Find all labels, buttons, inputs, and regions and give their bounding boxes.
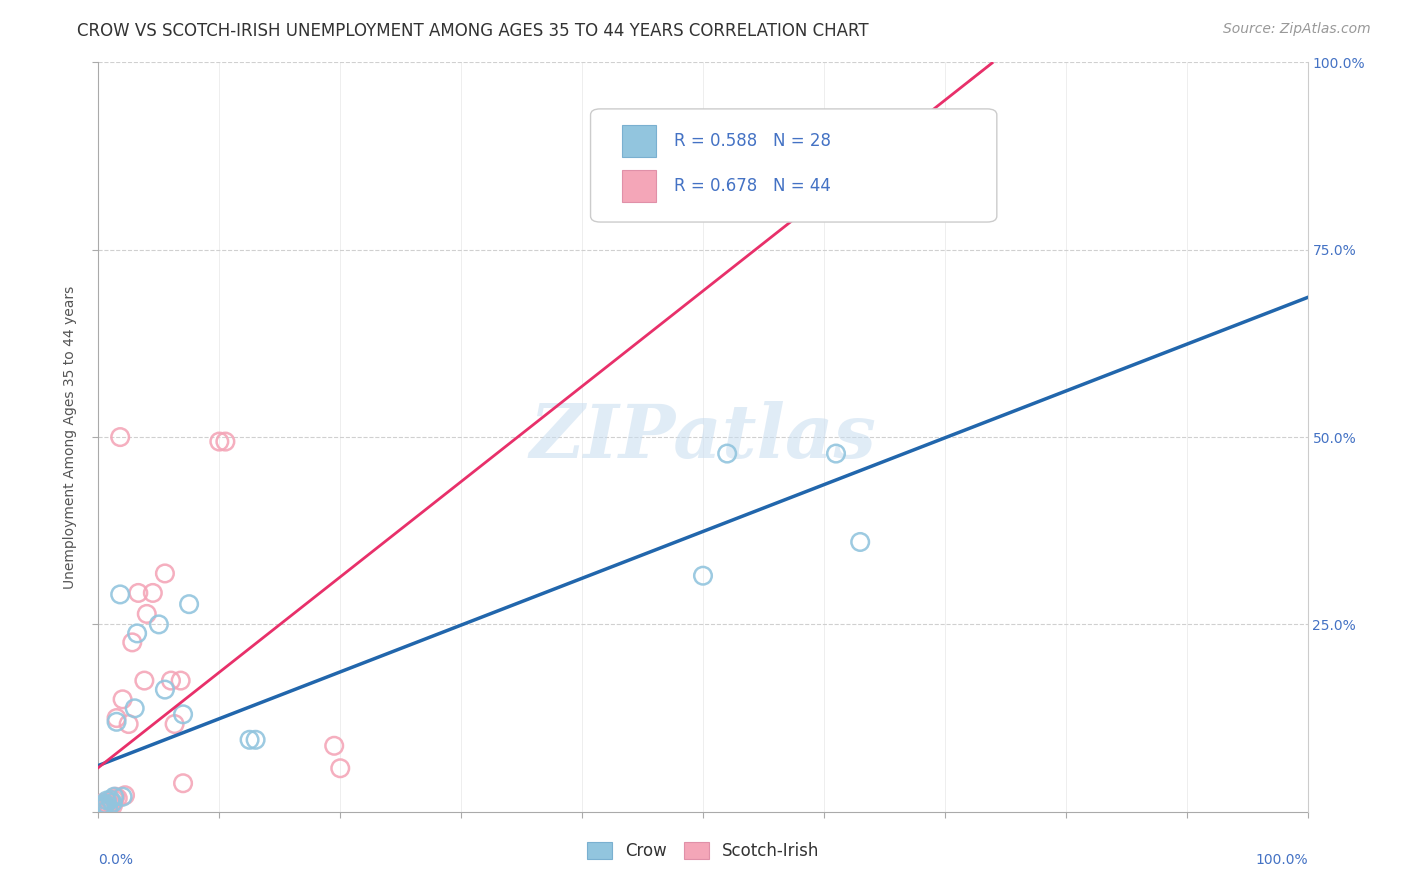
Text: R = 0.588   N = 28: R = 0.588 N = 28 [673,132,831,150]
Point [108,430,131,444]
Text: R = 0.678   N = 44: R = 0.678 N = 44 [673,178,831,195]
Point [89,798,111,813]
Point [692,568,714,582]
Point [134,673,156,688]
Point [91,802,114,816]
Point [172,776,194,790]
Point [104,789,127,804]
Point [93,798,115,813]
Point [101,796,124,810]
Point [103,793,125,807]
FancyBboxPatch shape [591,109,997,222]
Legend: Crow, Scotch-Irish: Crow, Scotch-Irish [581,836,825,867]
Point [90,798,112,813]
Point [118,717,141,731]
Point [148,617,170,632]
Point [849,535,872,549]
Point [716,446,738,460]
Text: ZIPatlas: ZIPatlas [530,401,876,474]
Point [96,793,118,807]
Point [124,701,146,715]
Point [121,635,143,649]
Point [239,732,262,747]
Text: CROW VS SCOTCH-IRISH UNEMPLOYMENT AMONG AGES 35 TO 44 YEARS CORRELATION CHART: CROW VS SCOTCH-IRISH UNEMPLOYMENT AMONG … [77,22,869,40]
Point [100,796,122,810]
Point [93,797,115,812]
Point [91,798,114,813]
Point [91,798,114,813]
Point [160,673,183,688]
FancyBboxPatch shape [621,170,655,202]
Point [208,434,231,449]
Text: 0.0%: 0.0% [98,853,134,867]
Point [127,626,149,640]
Point [90,800,112,814]
Point [153,566,176,581]
Point [245,732,267,747]
Point [329,761,352,775]
Text: 100.0%: 100.0% [1256,853,1308,867]
Point [100,793,122,807]
Point [90,802,112,816]
Point [172,707,194,722]
Point [94,802,117,816]
Point [153,682,176,697]
Point [97,798,120,813]
Point [163,717,186,731]
Point [96,802,118,816]
Point [127,586,149,600]
Point [114,789,136,803]
Point [97,802,120,816]
Point [97,797,120,812]
Point [93,800,115,814]
Point [108,587,131,601]
Point [98,802,121,816]
Point [214,434,236,449]
Point [90,802,112,816]
FancyBboxPatch shape [621,126,655,157]
Point [135,607,157,621]
Point [91,798,114,813]
Point [101,798,124,813]
Y-axis label: Unemployment Among Ages 35 to 44 years: Unemployment Among Ages 35 to 44 years [63,285,77,589]
Point [105,711,128,725]
Point [107,791,129,805]
Point [142,586,165,600]
Point [323,739,346,753]
Point [91,797,114,812]
Point [91,797,114,812]
Point [91,802,114,816]
Point [94,800,117,814]
Point [91,802,114,816]
Point [825,446,848,460]
Point [111,692,134,706]
Point [94,797,117,812]
Point [100,796,122,810]
Point [89,802,111,816]
Point [89,802,111,816]
Point [91,796,114,810]
Point [179,597,201,611]
Point [103,789,125,804]
Text: Source: ZipAtlas.com: Source: ZipAtlas.com [1223,22,1371,37]
Point [93,803,115,817]
Point [111,789,134,804]
Point [169,673,191,688]
Point [105,714,128,729]
